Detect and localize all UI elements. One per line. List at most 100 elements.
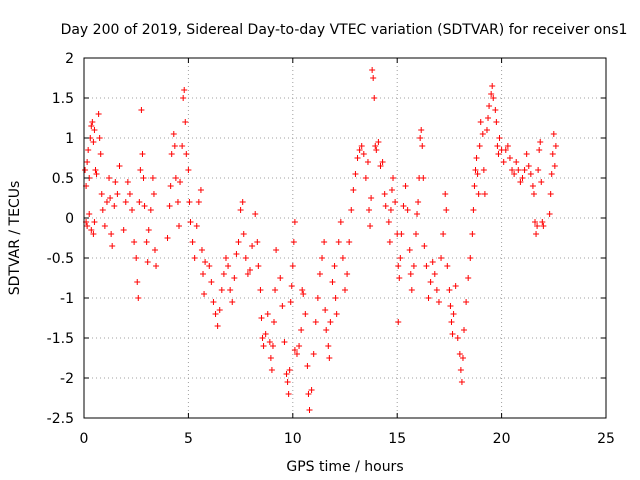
data-point <box>534 223 541 229</box>
data-point <box>538 179 545 185</box>
data-point <box>208 279 215 285</box>
data-point <box>266 339 273 345</box>
data-point <box>291 347 298 353</box>
data-point <box>195 199 202 205</box>
data-point <box>201 291 208 297</box>
data-point <box>290 239 297 245</box>
data-point <box>93 171 100 177</box>
x-tick-label: 0 <box>80 431 89 447</box>
data-point <box>172 175 179 181</box>
data-point <box>521 167 528 173</box>
data-point <box>233 251 240 257</box>
data-point <box>111 203 118 209</box>
data-point <box>147 207 154 213</box>
data-point <box>454 335 461 341</box>
data-point <box>387 207 394 213</box>
data-point <box>397 255 404 261</box>
data-point <box>151 247 158 253</box>
data-point <box>415 199 422 205</box>
data-point <box>450 311 457 317</box>
data-point <box>249 243 256 249</box>
data-point <box>304 363 311 369</box>
y-tick-label: 1.5 <box>52 91 74 107</box>
data-point <box>82 167 89 173</box>
data-point <box>306 407 313 413</box>
data-point <box>326 355 333 361</box>
data-point <box>137 167 144 173</box>
data-point <box>300 291 307 297</box>
data-point <box>281 339 288 345</box>
data-point <box>260 343 267 349</box>
data-point <box>539 219 546 225</box>
data-point <box>277 275 284 281</box>
data-point <box>242 255 249 261</box>
data-point <box>486 103 493 109</box>
data-point <box>418 127 425 133</box>
data-point <box>124 179 131 185</box>
data-point <box>370 75 377 81</box>
y-tick-label: 2 <box>65 51 74 67</box>
data-point <box>459 355 466 361</box>
data-point <box>408 287 415 293</box>
data-point <box>362 175 369 181</box>
data-point <box>283 371 290 377</box>
data-point <box>296 343 303 349</box>
data-point <box>185 167 192 173</box>
data-point <box>89 119 96 125</box>
data-point <box>519 175 526 181</box>
data-point <box>99 207 106 213</box>
data-point <box>239 199 246 205</box>
data-point <box>366 207 373 213</box>
data-point <box>479 131 486 137</box>
data-point <box>406 247 413 253</box>
data-point <box>337 219 344 225</box>
data-point <box>319 255 326 261</box>
data-point <box>433 287 440 293</box>
data-point <box>143 239 150 245</box>
data-point <box>381 191 388 197</box>
data-point <box>150 191 157 197</box>
data-point <box>214 323 221 329</box>
data-point <box>106 175 113 181</box>
data-point <box>177 179 184 185</box>
data-point <box>467 255 474 261</box>
data-point <box>358 143 365 149</box>
data-point <box>443 207 450 213</box>
data-point <box>379 159 386 165</box>
data-point <box>517 179 524 185</box>
data-point <box>469 231 476 237</box>
data-point <box>440 231 447 237</box>
data-point <box>222 255 229 261</box>
data-point <box>452 283 459 289</box>
data-point <box>427 279 434 285</box>
data-point <box>395 263 402 269</box>
data-point <box>101 223 108 229</box>
data-point <box>475 191 482 197</box>
plot-frame <box>83 57 607 419</box>
data-point <box>373 147 380 153</box>
data-point <box>153 263 160 269</box>
data-point <box>458 379 465 385</box>
data-point <box>267 355 274 361</box>
data-point <box>332 295 339 301</box>
data-point <box>515 167 522 173</box>
data-point <box>511 171 518 177</box>
data-point <box>509 167 516 173</box>
data-point <box>237 207 244 213</box>
data-point <box>272 287 279 293</box>
data-point <box>419 143 426 149</box>
data-point <box>335 239 342 245</box>
data-point <box>141 203 148 209</box>
data-point <box>193 223 200 229</box>
data-point <box>231 275 238 281</box>
data-point <box>257 287 264 293</box>
data-point <box>529 183 536 189</box>
data-point <box>302 311 309 317</box>
data-point <box>385 219 392 225</box>
data-point <box>285 391 292 397</box>
data-point <box>490 95 497 101</box>
data-point <box>191 255 198 261</box>
data-point <box>259 335 266 341</box>
data-point <box>114 191 121 197</box>
